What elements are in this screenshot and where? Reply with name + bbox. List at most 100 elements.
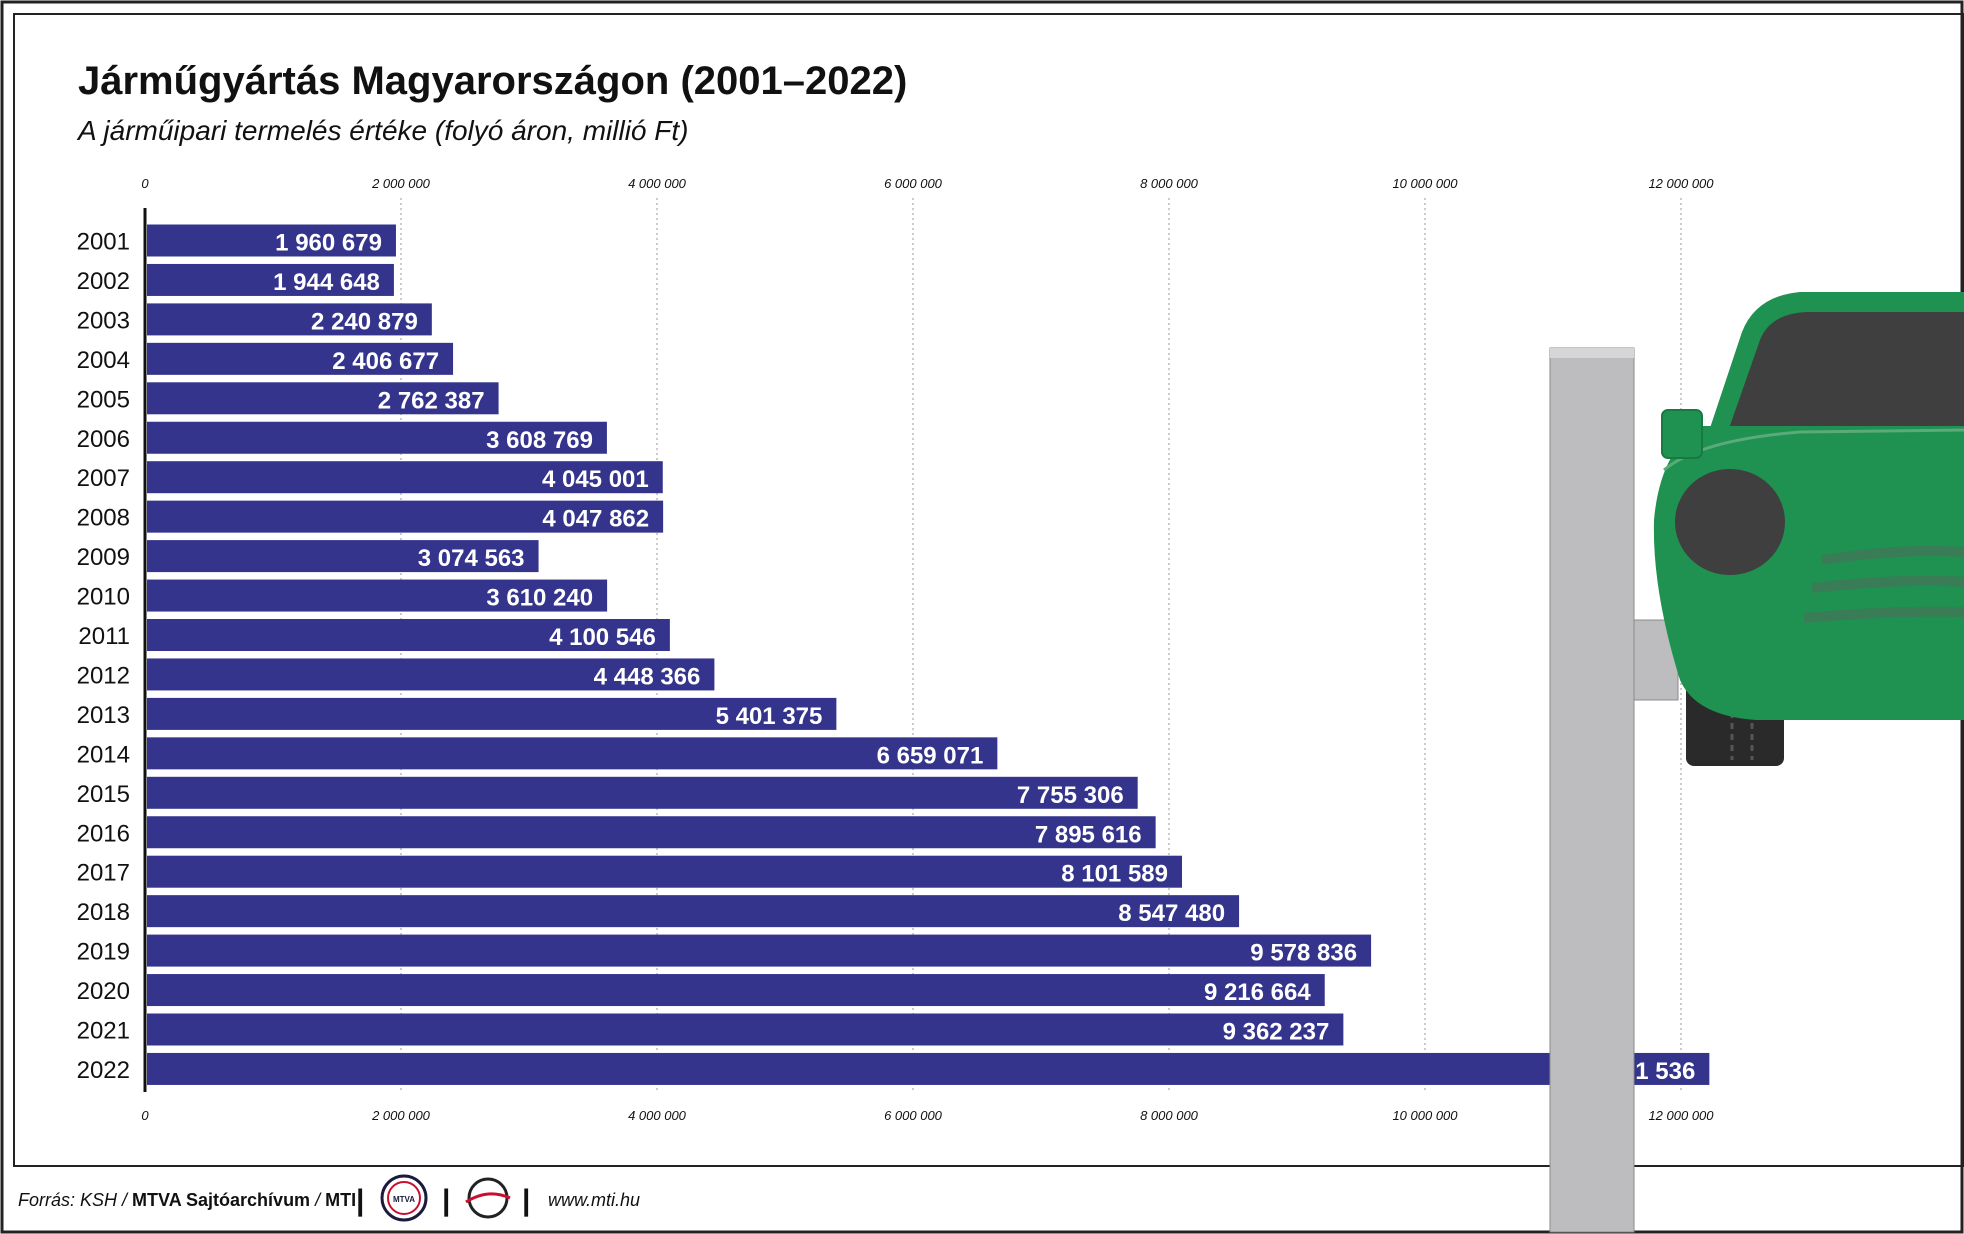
bottom-axis-ticks: 0 2 000 000 4 000 000 6 000 000 8 000 000 10 … bbox=[141, 1108, 1714, 1123]
bar-2016 bbox=[147, 816, 1156, 849]
inner-border bbox=[13, 13, 1964, 1167]
value-label: 4 448 366 bbox=[594, 663, 701, 690]
value-label: 4 047 862 bbox=[542, 506, 649, 533]
category-label: 2005 bbox=[77, 386, 130, 413]
mtva-logo-text: MTVA bbox=[393, 1195, 415, 1204]
bar-2002 bbox=[147, 263, 394, 296]
category-label: 2012 bbox=[77, 662, 130, 689]
value-label: 5 401 375 bbox=[716, 703, 823, 730]
category-label: 2020 bbox=[77, 978, 130, 1005]
x-tick-label-bottom: 12 000 000 bbox=[1648, 1108, 1714, 1123]
footer: Forrás: KSH / MTVA Sajtóarchívum / MTI |… bbox=[18, 1174, 640, 1222]
x-tick-label-top: 2 000 000 bbox=[371, 176, 431, 191]
headlight bbox=[1675, 469, 1785, 575]
value-label: 2 406 677 bbox=[332, 348, 439, 375]
category-label: 2002 bbox=[77, 268, 130, 295]
bar-2006 bbox=[147, 421, 607, 454]
bar-2019 bbox=[147, 934, 1372, 967]
bars: 2001 1 960 679 2002 1 944 648 2003 2 240 879 2… bbox=[77, 224, 1710, 1085]
value-label: 4 100 546 bbox=[549, 624, 656, 651]
bar-2013 bbox=[147, 697, 837, 730]
value-label: 7 755 306 bbox=[1017, 782, 1124, 809]
grille-line bbox=[1821, 546, 1964, 565]
source-text: Forrás: KSH / MTVA Sajtóarchívum / MTI bbox=[18, 1190, 356, 1210]
source-prefix: Forrás: KSH / bbox=[18, 1190, 132, 1210]
top-axis-ticks: 0 2 000 000 4 000 000 6 000 000 8 000 000 10 … bbox=[141, 176, 1714, 191]
bar-2022 bbox=[147, 1052, 1710, 1085]
mti-logo-swoosh bbox=[465, 1192, 511, 1204]
bar-2015 bbox=[147, 776, 1138, 809]
value-label: 2 762 387 bbox=[378, 387, 485, 414]
website-link[interactable]: www.mti.hu bbox=[548, 1190, 640, 1210]
x-tick-label-bottom: 4 000 000 bbox=[628, 1108, 687, 1123]
bar-2017 bbox=[147, 855, 1183, 888]
side-mirror bbox=[1661, 409, 1703, 459]
windshield bbox=[1720, 312, 1964, 454]
x-tick-label-bottom: 2 000 000 bbox=[371, 1108, 431, 1123]
x-tick-label-top: 4 000 000 bbox=[628, 176, 687, 191]
value-label: 4 045 001 bbox=[542, 466, 649, 493]
chart-subtitle: A járműipari termelés értéke (folyó áron… bbox=[76, 115, 688, 146]
bar-2004 bbox=[147, 342, 454, 375]
x-tick-label-bottom: 8 000 000 bbox=[1140, 1108, 1199, 1123]
category-label: 2007 bbox=[77, 465, 130, 492]
category-label: 2003 bbox=[77, 307, 130, 334]
value-label: 1 960 679 bbox=[275, 230, 382, 257]
value-label: 8 101 589 bbox=[1061, 861, 1168, 888]
bar-2012 bbox=[147, 658, 715, 691]
value-label: 1 944 648 bbox=[273, 269, 380, 296]
hood-line bbox=[1663, 428, 1964, 472]
bar-2014 bbox=[147, 737, 998, 770]
value-label: 3 608 769 bbox=[486, 427, 593, 454]
value-label: 8 547 480 bbox=[1118, 900, 1225, 927]
category-label: 2018 bbox=[77, 899, 130, 926]
category-label: 2004 bbox=[77, 347, 130, 374]
category-label: 2010 bbox=[77, 584, 130, 611]
value-label: 6 659 071 bbox=[877, 742, 984, 769]
category-label: 2006 bbox=[77, 426, 130, 453]
category-label: 2008 bbox=[77, 505, 130, 532]
category-label: 2022 bbox=[77, 1057, 130, 1084]
lift-pillar-top bbox=[1550, 348, 1634, 358]
category-label: 2014 bbox=[77, 741, 130, 768]
x-tick-label-bottom: 6 000 000 bbox=[884, 1108, 943, 1123]
x-tick-label-top: 12 000 000 bbox=[1648, 176, 1714, 191]
footer-separator: | bbox=[522, 1184, 530, 1217]
bar-2001 bbox=[147, 224, 396, 257]
bar-2011 bbox=[147, 619, 670, 651]
category-label: 2017 bbox=[77, 860, 130, 887]
bar-2009 bbox=[147, 540, 539, 573]
mtva-logo-ring bbox=[387, 1181, 421, 1215]
bar-2005 bbox=[147, 382, 499, 415]
x-tick-label-bottom: 10 000 000 bbox=[1392, 1108, 1458, 1123]
bar-2007 bbox=[147, 461, 663, 494]
x-tick-label-top: 8 000 000 bbox=[1140, 176, 1199, 191]
category-label: 2019 bbox=[77, 939, 130, 966]
value-label: 2 240 879 bbox=[311, 308, 418, 335]
grille-line bbox=[1811, 575, 1964, 593]
category-label: 2013 bbox=[77, 702, 130, 729]
footer-separator: | bbox=[356, 1184, 364, 1217]
value-label: 9 578 836 bbox=[1250, 940, 1357, 967]
value-label: 3 610 240 bbox=[486, 585, 593, 612]
bar-2018 bbox=[147, 895, 1240, 928]
bar-2003 bbox=[147, 303, 432, 336]
value-label: 9 362 237 bbox=[1223, 1019, 1330, 1046]
car-illustration bbox=[1549, 292, 1964, 1233]
bar-2020 bbox=[147, 974, 1325, 1007]
bar-2021 bbox=[147, 1013, 1344, 1046]
category-label: 2011 bbox=[78, 623, 130, 650]
x-tick-label-bottom: 0 bbox=[141, 1108, 149, 1123]
bar-2008 bbox=[147, 500, 664, 533]
category-label: 2009 bbox=[77, 544, 130, 571]
category-label: 2021 bbox=[77, 1018, 130, 1045]
source-mti: MTI bbox=[325, 1190, 356, 1210]
lift-pillar bbox=[1549, 347, 1635, 1233]
value-label: 7 895 616 bbox=[1035, 821, 1142, 848]
x-tick-label-top: 0 bbox=[141, 176, 149, 191]
grille-line bbox=[1803, 606, 1964, 623]
source-archive: MTVA Sajtóarchívum bbox=[132, 1190, 310, 1210]
x-tick-label-top: 10 000 000 bbox=[1392, 176, 1458, 191]
